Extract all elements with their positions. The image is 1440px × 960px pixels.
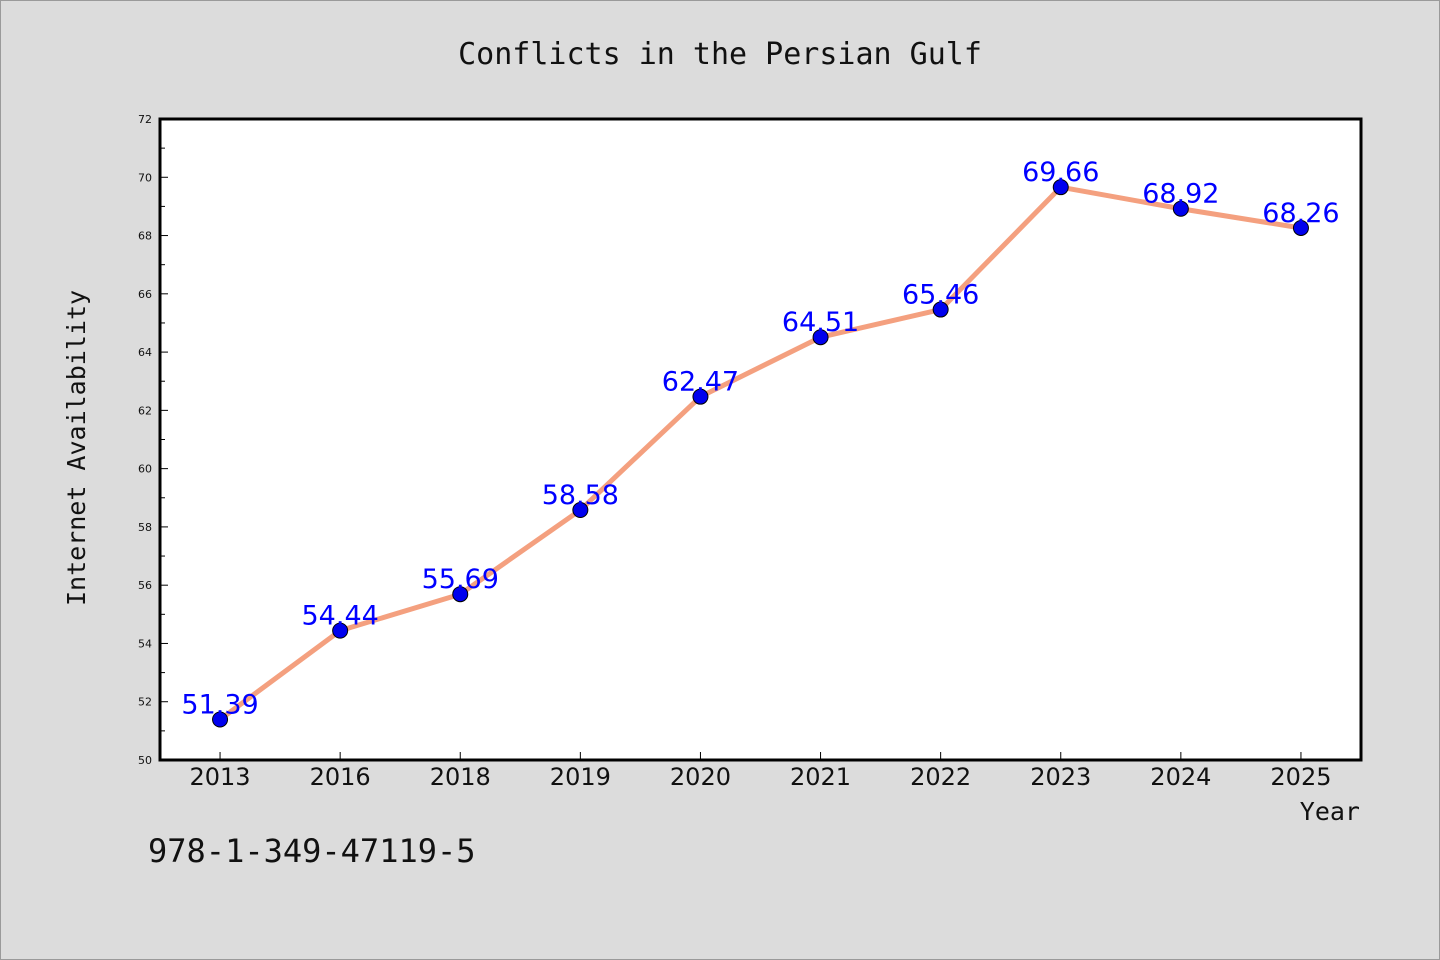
x-tick-label: 2019 bbox=[550, 763, 611, 791]
data-point bbox=[1292, 219, 1309, 236]
x-tick-label: 2021 bbox=[790, 763, 851, 791]
data-point bbox=[452, 586, 469, 603]
data-label: 51.39 bbox=[181, 690, 258, 721]
x-tick-label: 2025 bbox=[1270, 763, 1331, 791]
x-tick-label: 2020 bbox=[670, 763, 731, 791]
y-tick-label: 68 bbox=[138, 230, 152, 243]
data-label: 55.69 bbox=[422, 564, 499, 595]
y-tick-label: 64 bbox=[138, 346, 152, 359]
series-line bbox=[217, 184, 1304, 723]
data-label: 68.92 bbox=[1142, 179, 1219, 210]
data-point bbox=[332, 622, 349, 639]
y-tick-label: 60 bbox=[138, 463, 152, 476]
data-label: 69.66 bbox=[1022, 157, 1099, 188]
x-tick-label: 2016 bbox=[310, 763, 371, 791]
y-axis: 50 52 54 56 58 60 62 64 66 68 70 72 bbox=[138, 113, 168, 767]
data-point bbox=[212, 711, 229, 728]
chart-title: Conflicts in the Persian Gulf bbox=[458, 37, 982, 72]
x-tick-label: 2023 bbox=[1030, 763, 1091, 791]
data-label: 64.51 bbox=[782, 307, 859, 338]
y-tick-label: 58 bbox=[138, 521, 152, 534]
data-label: 54.44 bbox=[302, 601, 379, 632]
y-tick-label: 52 bbox=[138, 696, 152, 709]
y-axis-label: Internet Availability bbox=[62, 290, 91, 606]
y-tick-label: 66 bbox=[138, 288, 152, 301]
x-tick-label: 2022 bbox=[910, 763, 971, 791]
x-axis: 2013 2016 2018 2019 2020 2021 2022 2023 2024 2025 bbox=[190, 752, 1331, 791]
x-tick-label: 2024 bbox=[1150, 763, 1211, 791]
y-tick-label: 50 bbox=[138, 754, 152, 767]
y-tick-label: 62 bbox=[138, 404, 152, 417]
data-label: 68.26 bbox=[1262, 198, 1339, 229]
data-point bbox=[1052, 179, 1069, 196]
data-point bbox=[1172, 200, 1189, 217]
data-point bbox=[932, 301, 949, 318]
data-label: 62.47 bbox=[662, 367, 739, 398]
x-tick-label: 2018 bbox=[430, 763, 491, 791]
y-tick-label: 72 bbox=[138, 113, 152, 126]
footer-code: 978-1-349-47119-5 bbox=[148, 832, 476, 870]
plot-area bbox=[158, 117, 1363, 762]
data-point bbox=[812, 329, 829, 346]
x-axis-label: Year bbox=[1300, 797, 1360, 826]
data-point bbox=[572, 502, 589, 519]
y-tick-label: 70 bbox=[138, 171, 152, 184]
data-label: 58.58 bbox=[542, 480, 619, 511]
series-line-group: 51.39 54.44 55.69 58.58 62.47 64.51 65.46 69.66… bbox=[181, 157, 1340, 728]
y-tick-label: 54 bbox=[138, 637, 152, 650]
data-label: 65.46 bbox=[902, 280, 979, 311]
y-tick-label: 56 bbox=[138, 579, 152, 592]
x-tick-label: 2013 bbox=[190, 763, 251, 791]
data-point bbox=[692, 388, 709, 405]
